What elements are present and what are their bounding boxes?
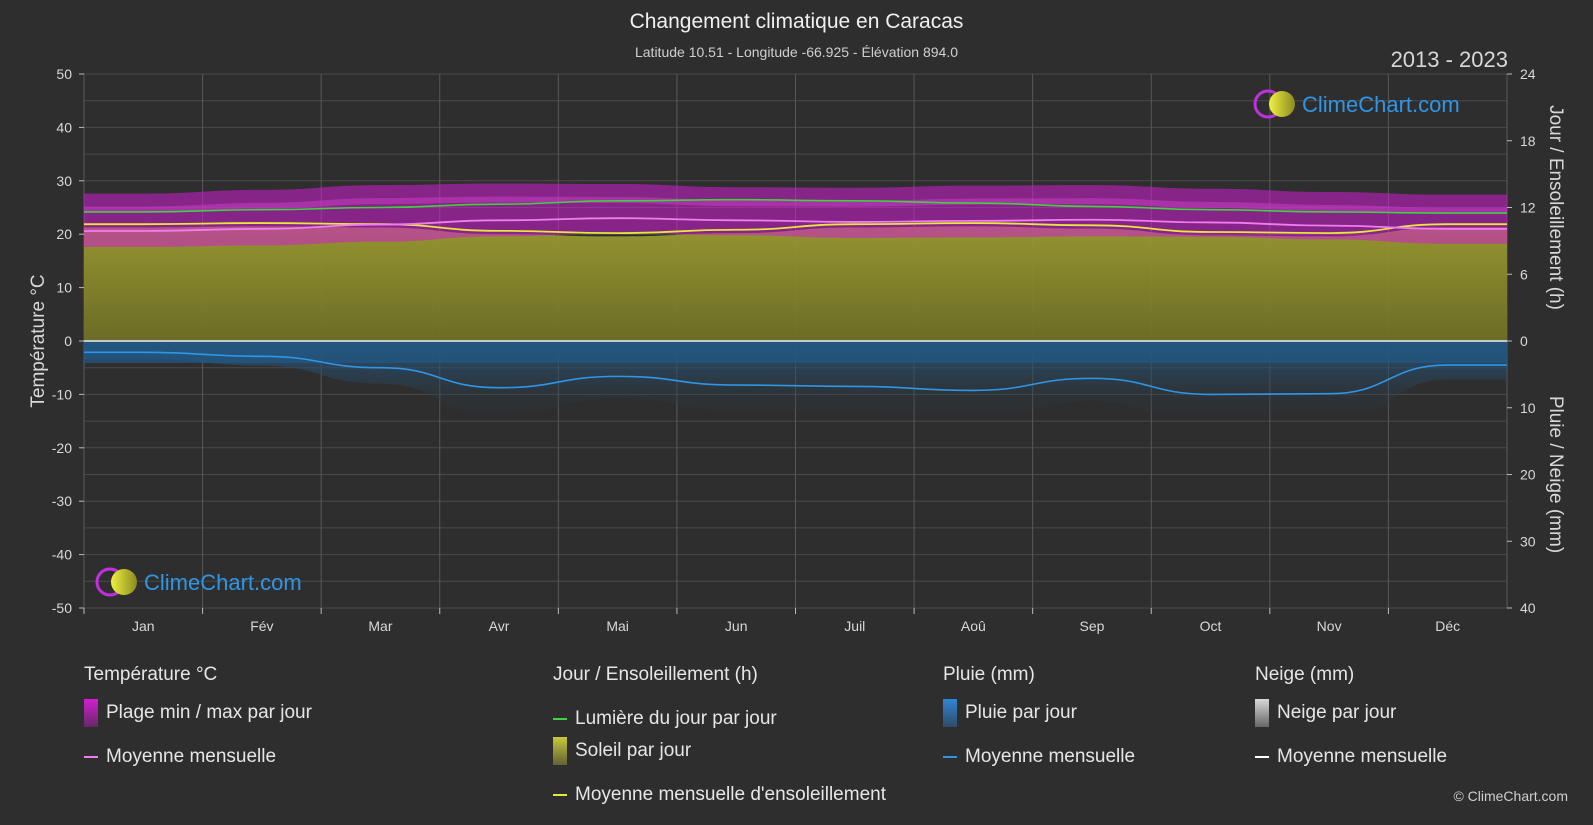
right-top-tick-label: 6	[1520, 266, 1528, 282]
legend-label: Plage min / max par jour	[106, 702, 312, 723]
logo-sun-icon	[111, 569, 137, 595]
legend-swatch	[553, 794, 567, 796]
rain-mean-line	[84, 351, 1507, 396]
copyright: © ClimeChart.com	[1453, 788, 1568, 804]
year-range: 2013 - 2023	[1390, 47, 1508, 72]
month-label: Nov	[1317, 618, 1342, 634]
legend-item: Moyenne mensuelle	[84, 746, 276, 768]
data-areas	[84, 183, 1507, 427]
legend-item: Moyenne mensuelle	[943, 746, 1135, 768]
legend-item: Neige par jour	[1255, 699, 1396, 727]
right-top-tick-label: 0	[1520, 333, 1528, 349]
watermark-top: ClimeChart.com	[1253, 89, 1460, 119]
month-label: Fév	[250, 618, 273, 634]
temperature-max-band	[84, 196, 1507, 214]
legend-group-title: Neige (mm)	[1255, 664, 1355, 685]
legend-swatch	[1255, 756, 1269, 758]
legend-label: Lumière du jour par jour	[575, 708, 777, 729]
legend-label: Soleil par jour	[575, 740, 692, 761]
month-label: Mar	[368, 618, 392, 634]
right-top-tick-label: 12	[1520, 200, 1536, 216]
right-bottom-tick-label: 40	[1520, 600, 1536, 616]
month-label: Jun	[725, 618, 748, 634]
sunshine-mean-line	[84, 222, 1507, 234]
left-tick-label: -40	[52, 547, 72, 563]
legend-swatch	[943, 699, 957, 727]
legend-swatch	[84, 756, 98, 758]
right-bottom-tick-label: 20	[1520, 467, 1536, 483]
right-bottom-axis-title: Pluie / Neige (mm)	[1545, 396, 1566, 553]
month-label: Jan	[132, 618, 155, 634]
left-tick-label: 0	[64, 333, 72, 349]
left-tick-label: 30	[56, 173, 72, 189]
left-tick-label: 40	[56, 119, 72, 135]
month-label: Déc	[1435, 618, 1460, 634]
legend-label: Neige par jour	[1277, 702, 1397, 723]
legend-label: Moyenne mensuelle	[106, 746, 277, 767]
left-tick-label: -30	[52, 493, 72, 509]
left-tick-label: -10	[52, 386, 72, 402]
month-label: Avr	[489, 618, 510, 634]
legend-group-title: Température °C	[84, 664, 218, 685]
legend-item: Lumière du jour par jour	[553, 708, 777, 730]
month-label: Mai	[606, 618, 629, 634]
legend-label: Moyenne mensuelle d'ensoleillement	[575, 784, 886, 805]
daylight-line	[84, 198, 1507, 214]
legend-label: Moyenne mensuelle	[965, 746, 1136, 767]
month-label: Sep	[1079, 618, 1104, 634]
legend-swatch	[1255, 699, 1269, 727]
left-tick-label: 50	[56, 66, 72, 82]
chart-title: Changement climatique en Caracas	[629, 10, 964, 33]
right-top-tick-label: 24	[1520, 66, 1536, 82]
logo-sun-icon	[1269, 91, 1295, 117]
right-top-tick-label: 18	[1520, 133, 1536, 149]
legend-item: Soleil par jour	[553, 737, 691, 765]
temperature-mean-line	[83, 217, 1507, 232]
right-top-axis-title: Jour / Ensoleillement (h)	[1545, 105, 1566, 310]
legend-item: Plage min / max par jour	[84, 699, 312, 727]
legend-group-title: Pluie (mm)	[943, 664, 1035, 685]
right-bottom-tick-label: 10	[1520, 400, 1536, 416]
legend-swatch	[553, 718, 567, 720]
legend-swatch	[943, 756, 957, 758]
left-tick-label: -20	[52, 440, 72, 456]
right-bottom-tick-label: 30	[1520, 533, 1536, 549]
logo-text: ClimeChart.com	[144, 570, 302, 595]
month-label: Oct	[1200, 618, 1222, 634]
watermark-bottom: ClimeChart.com	[95, 567, 302, 597]
logo-text: ClimeChart.com	[1302, 92, 1460, 117]
legend-swatch	[84, 699, 98, 727]
axes: 50 40 30 20 10 0 -10 -20 -30 -40 -50 24 18 12 6 0 10 20 30…	[28, 66, 1566, 634]
left-axis-title: Température °C	[28, 274, 49, 407]
legend-label: Moyenne mensuelle	[1277, 746, 1448, 767]
left-tick-label: -50	[52, 600, 72, 616]
data-lines	[83, 198, 1507, 396]
legend-group-title: Jour / Ensoleillement (h)	[553, 664, 758, 685]
legend-item: Moyenne mensuelle d'ensoleillement	[553, 784, 886, 806]
legend-swatch	[553, 737, 567, 765]
chart-subtitle: Latitude 10.51 - Longitude -66.925 - Élé…	[634, 44, 959, 60]
legend-item: Pluie par jour	[943, 699, 1077, 727]
month-label: Juil	[844, 618, 865, 634]
month-label: Aoû	[961, 618, 986, 634]
sunshine-area	[84, 226, 1507, 341]
rain-band	[84, 341, 1507, 363]
legend-item: Moyenne mensuelle	[1255, 746, 1447, 768]
legend-label: Pluie par jour	[965, 702, 1077, 723]
left-tick-label: 10	[56, 280, 72, 296]
left-tick-label: 20	[56, 226, 72, 242]
